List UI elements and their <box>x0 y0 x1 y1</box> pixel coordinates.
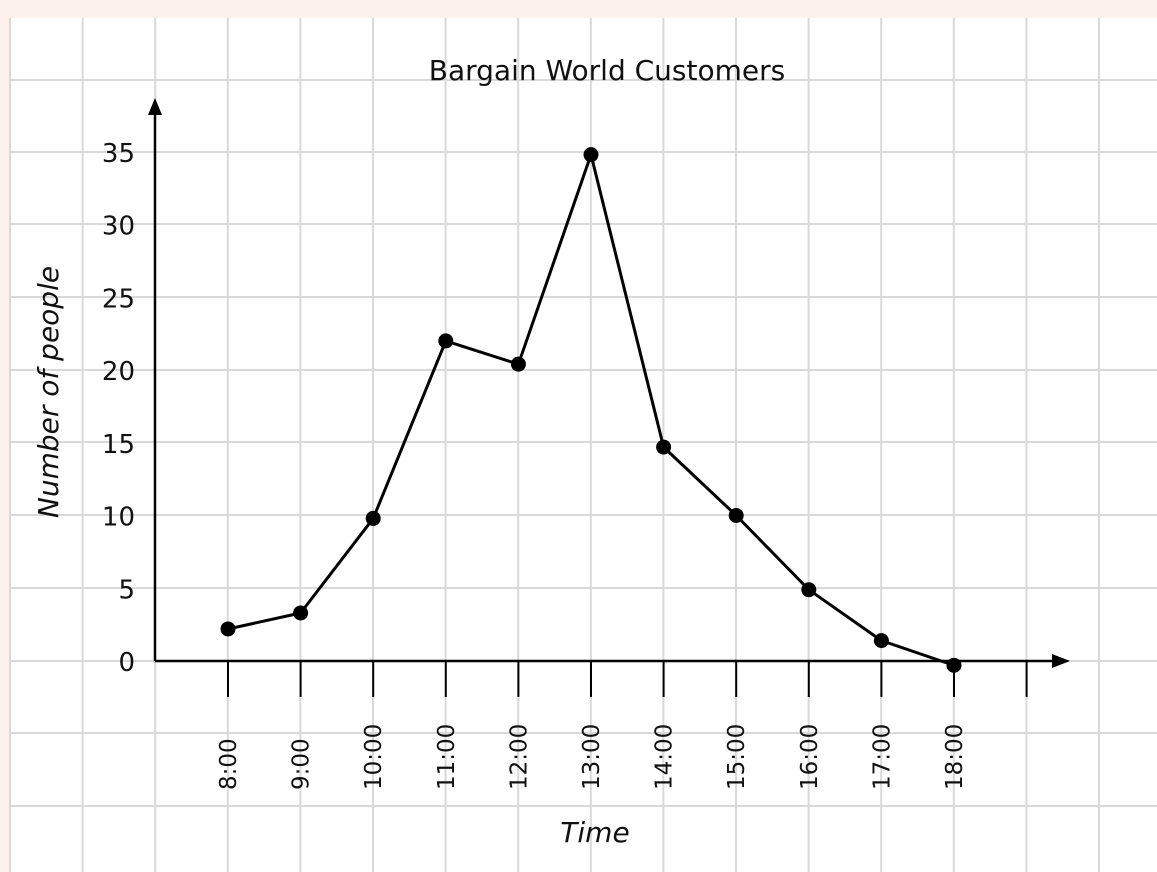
y-axis-arrow-icon <box>148 98 162 115</box>
x-tick-label: 17:00 <box>869 724 895 790</box>
x-tick-labels: 8:00 9:00 10:00 11:00 12:00 13:00 14:00 15:00 16… <box>216 661 1028 790</box>
x-tick-label: 10:00 <box>361 724 387 790</box>
data-point <box>946 657 962 673</box>
y-tick-label: 5 <box>118 575 135 605</box>
x-tick-label: 16:00 <box>797 724 823 790</box>
x-axis-arrow-icon <box>1052 654 1070 668</box>
y-tick-label: 30 <box>102 212 135 242</box>
x-tick-label: 12:00 <box>506 724 532 790</box>
x-tick-label: 11:00 <box>434 724 460 790</box>
y-axis-label: Number of people <box>32 266 65 518</box>
data-point <box>656 439 672 455</box>
data-point <box>293 605 309 621</box>
y-tick-label: 25 <box>102 284 135 314</box>
data-point <box>583 147 599 163</box>
y-tick-label: 0 <box>118 648 135 678</box>
x-tick-label: 9:00 <box>289 738 315 790</box>
data-point <box>220 621 236 637</box>
x-tick-label: 8:00 <box>216 738 242 790</box>
chart-title: Bargain World Customers <box>429 54 785 87</box>
y-tick-label: 10 <box>102 503 135 533</box>
data-point <box>728 508 744 523</box>
data-point <box>510 356 526 372</box>
x-tick-label: 14:00 <box>652 724 678 790</box>
data-point <box>873 633 889 649</box>
y-tick-label: 20 <box>102 357 135 387</box>
chart-panel <box>10 18 1157 872</box>
series-layer <box>220 147 962 673</box>
x-tick-label: 13:00 <box>579 724 605 790</box>
x-tick-label: 15:00 <box>724 724 750 790</box>
y-tick-label: 15 <box>102 430 135 460</box>
x-axis-label: Time <box>560 816 629 849</box>
data-point <box>365 510 381 526</box>
data-point <box>438 333 454 349</box>
y-tick-label: 35 <box>102 139 135 169</box>
data-point <box>801 582 817 598</box>
axes <box>148 98 1070 668</box>
y-tick-labels: 0 5 10 15 20 25 30 35 <box>102 139 135 678</box>
x-tick-label: 18:00 <box>942 724 968 790</box>
